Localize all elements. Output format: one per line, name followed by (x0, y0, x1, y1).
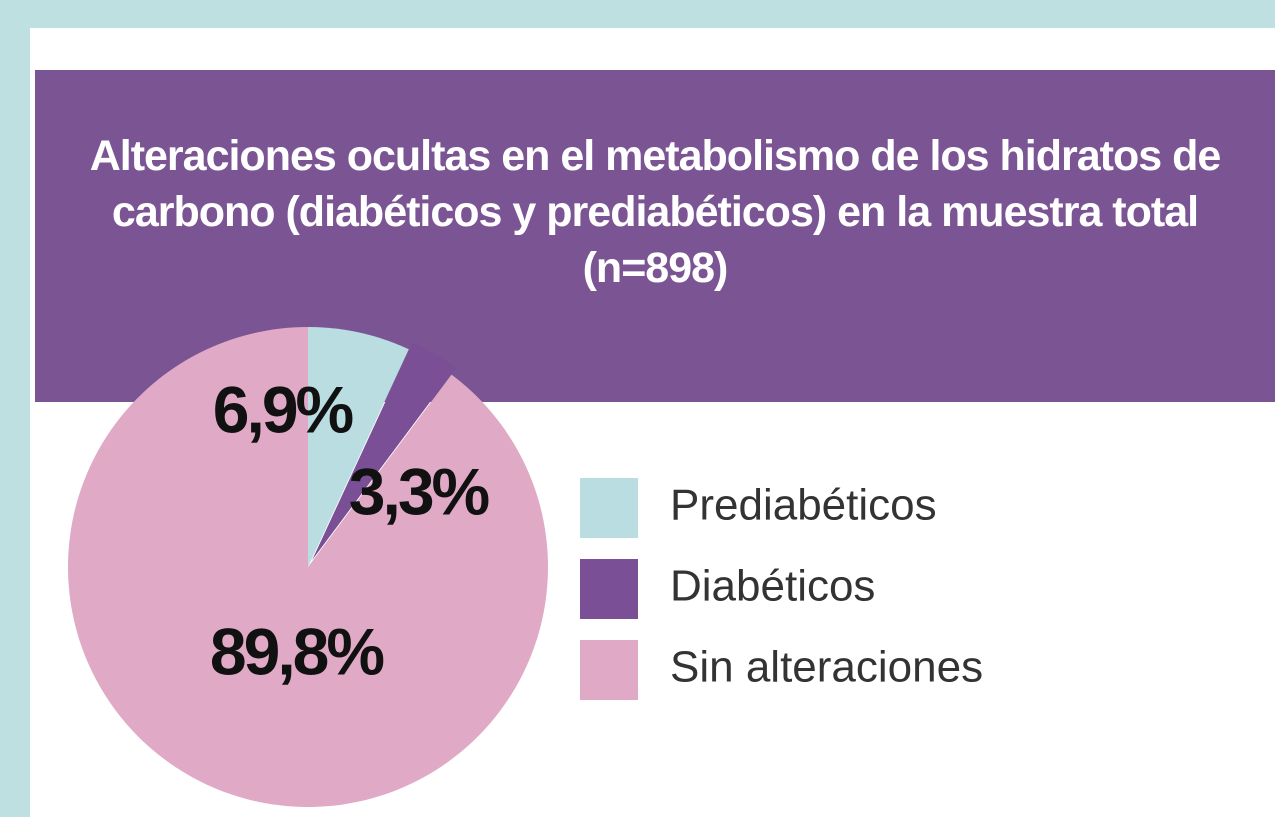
legend-swatch (580, 559, 638, 619)
legend-swatch (580, 640, 638, 700)
pie-slice (308, 327, 409, 567)
legend-label: Sin alteraciones (670, 643, 983, 692)
chart-title: Alteraciones ocultas en el metabolismo d… (89, 132, 1222, 292)
pie-slice (67, 327, 548, 808)
value-label: 6,9% (213, 372, 353, 446)
legend-swatch (580, 478, 638, 538)
pie-slice (312, 342, 456, 561)
legend-label: Prediabéticos (670, 481, 937, 530)
value-label: 89,8% (210, 614, 383, 688)
value-label: 3,3% (349, 454, 489, 528)
legend-label: Diabéticos (670, 562, 875, 611)
